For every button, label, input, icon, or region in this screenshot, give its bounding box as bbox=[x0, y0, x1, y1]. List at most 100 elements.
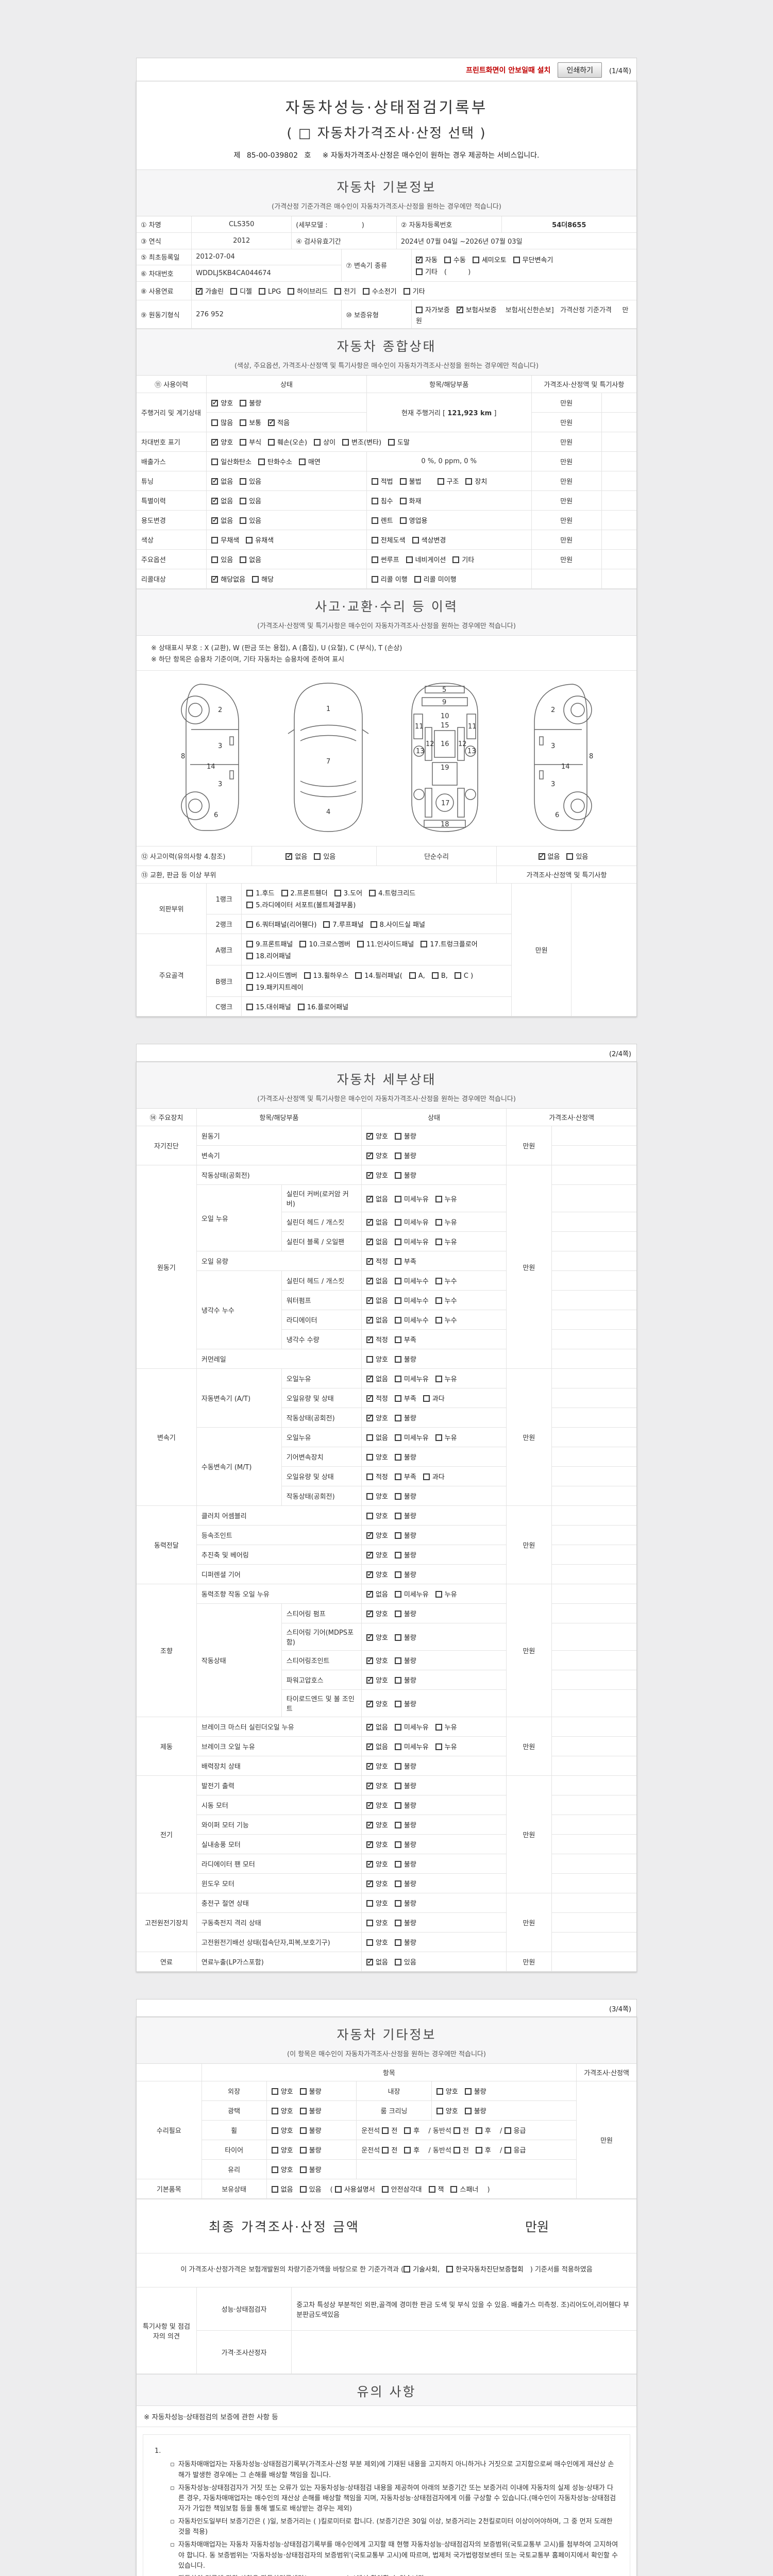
checkbox-option[interactable]: 있음 bbox=[240, 515, 261, 525]
unchecked-checkbox-icon[interactable] bbox=[394, 1920, 401, 1926]
checkbox-option[interactable]: 기타 bbox=[415, 266, 438, 276]
unchecked-checkbox-icon[interactable] bbox=[366, 1356, 373, 1363]
checkbox-option[interactable]: 불량 bbox=[299, 2145, 322, 2155]
checkbox-option[interactable]: 없음 bbox=[366, 1217, 388, 1227]
checkbox-option[interactable]: 4.트렁크리드 bbox=[369, 888, 415, 897]
unchecked-checkbox-icon[interactable] bbox=[394, 1395, 401, 1402]
checkbox-option[interactable]: 없음 bbox=[211, 515, 233, 525]
checkbox-option[interactable]: 불법 bbox=[399, 476, 422, 486]
checkbox-option[interactable]: 변조(변타) bbox=[342, 437, 381, 447]
unchecked-checkbox-icon[interactable] bbox=[271, 2127, 278, 2134]
unchecked-checkbox-icon[interactable] bbox=[513, 256, 520, 263]
checked-checkbox-icon[interactable] bbox=[366, 1295, 374, 1304]
unchecked-checkbox-icon[interactable] bbox=[366, 1920, 373, 1926]
unchecked-checkbox-icon[interactable] bbox=[428, 2186, 435, 2193]
unchecked-checkbox-icon[interactable] bbox=[453, 2147, 460, 2154]
checkbox-option[interactable]: 없음 bbox=[285, 851, 307, 861]
checked-checkbox-icon[interactable] bbox=[366, 1569, 374, 1579]
checkbox-option[interactable]: 안전삼각대 bbox=[381, 2184, 422, 2194]
checkbox-option[interactable]: 유채색 bbox=[246, 535, 274, 545]
checkbox-option[interactable]: 하이브리드 bbox=[288, 286, 328, 296]
unchecked-checkbox-icon[interactable] bbox=[566, 853, 574, 860]
checkbox-option[interactable]: LPG bbox=[259, 288, 281, 296]
unchecked-checkbox-icon[interactable] bbox=[299, 2147, 307, 2154]
checkbox-option[interactable]: 누유 bbox=[435, 1741, 457, 1751]
checkbox-option[interactable]: 리콜 미이행 bbox=[414, 574, 457, 584]
checked-checkbox-icon[interactable] bbox=[366, 1741, 374, 1751]
checkbox-option[interactable]: 렌트 bbox=[371, 515, 393, 525]
unchecked-checkbox-icon[interactable] bbox=[366, 1434, 373, 1441]
checkbox-option[interactable]: 10.크로스멤버 bbox=[299, 939, 350, 948]
unchecked-checkbox-icon[interactable] bbox=[453, 2127, 460, 2134]
unchecked-checkbox-icon[interactable] bbox=[435, 1317, 442, 1324]
checkbox-option[interactable]: 누유 bbox=[435, 1217, 457, 1227]
unchecked-checkbox-icon[interactable] bbox=[357, 941, 364, 947]
unchecked-checkbox-icon[interactable] bbox=[446, 2266, 453, 2273]
checked-checkbox-icon[interactable] bbox=[366, 1256, 374, 1265]
checkbox-option[interactable]: 미세누유 bbox=[394, 1374, 429, 1383]
unchecked-checkbox-icon[interactable] bbox=[394, 1133, 401, 1140]
checked-checkbox-icon[interactable] bbox=[366, 1699, 374, 1708]
unchecked-checkbox-icon[interactable] bbox=[394, 1841, 401, 1848]
unchecked-checkbox-icon[interactable] bbox=[394, 1677, 401, 1684]
unchecked-checkbox-icon[interactable] bbox=[211, 419, 219, 426]
checkbox-option[interactable]: 훼손(오손) bbox=[268, 437, 307, 447]
checkbox-option[interactable]: 전 bbox=[382, 2125, 397, 2135]
unchecked-checkbox-icon[interactable] bbox=[394, 1219, 401, 1226]
unchecked-checkbox-icon[interactable] bbox=[394, 1591, 401, 1598]
unchecked-checkbox-icon[interactable] bbox=[394, 1434, 401, 1441]
unchecked-checkbox-icon[interactable] bbox=[394, 1239, 401, 1245]
checkbox-option[interactable]: 15.대쉬패널 bbox=[246, 1002, 291, 1011]
checkbox-option[interactable]: 과다 bbox=[423, 1471, 445, 1481]
checkbox-option[interactable]: 무채색 bbox=[211, 535, 239, 545]
unchecked-checkbox-icon[interactable] bbox=[394, 1822, 401, 1828]
checked-checkbox-icon[interactable] bbox=[285, 851, 293, 860]
checkbox-option[interactable]: 상이 bbox=[314, 437, 335, 447]
unchecked-checkbox-icon[interactable] bbox=[394, 1473, 401, 1480]
checkbox-option[interactable]: 색상변경 bbox=[412, 535, 446, 545]
checkbox-option[interactable]: 불량 bbox=[394, 1839, 416, 1849]
unchecked-checkbox-icon[interactable] bbox=[299, 2186, 307, 2193]
unchecked-checkbox-icon[interactable] bbox=[394, 1861, 401, 1868]
checkbox-option[interactable]: 양호 bbox=[366, 1898, 388, 1908]
checkbox-option[interactable]: 적법 bbox=[371, 476, 393, 486]
checkbox-option[interactable]: 불량 bbox=[394, 1452, 416, 1462]
checked-checkbox-icon[interactable] bbox=[366, 1839, 374, 1849]
checkbox-option[interactable]: 전 bbox=[453, 2145, 469, 2155]
unchecked-checkbox-icon[interactable] bbox=[355, 972, 362, 979]
checkbox-option[interactable]: 양호 bbox=[366, 1452, 388, 1462]
unchecked-checkbox-icon[interactable] bbox=[259, 288, 265, 295]
checkbox-option[interactable]: 불량 bbox=[394, 1918, 416, 1927]
checkbox-option[interactable]: 없음 bbox=[538, 851, 560, 861]
checkbox-option[interactable]: 있음 bbox=[299, 2184, 322, 2194]
checkbox-option[interactable]: 적음 bbox=[268, 417, 290, 427]
unchecked-checkbox-icon[interactable] bbox=[394, 1317, 401, 1324]
checkbox-option[interactable]: 불량 bbox=[394, 1675, 416, 1685]
checked-checkbox-icon[interactable] bbox=[366, 1957, 374, 1966]
checkbox-option[interactable]: 미세누유 bbox=[394, 1432, 429, 1442]
checkbox-option[interactable]: 18.리어패널 bbox=[246, 951, 291, 960]
unchecked-checkbox-icon[interactable] bbox=[435, 1195, 442, 1202]
unchecked-checkbox-icon[interactable] bbox=[403, 288, 410, 295]
unchecked-checkbox-icon[interactable] bbox=[381, 2186, 389, 2193]
checkbox-option[interactable]: 2.프론트휀더 bbox=[281, 888, 328, 897]
checkbox-option[interactable]: 양호 bbox=[366, 1655, 388, 1665]
unchecked-checkbox-icon[interactable] bbox=[399, 478, 407, 485]
unchecked-checkbox-icon[interactable] bbox=[435, 1376, 442, 1382]
checkbox-option[interactable]: 누유 bbox=[435, 1194, 457, 1204]
unchecked-checkbox-icon[interactable] bbox=[394, 1415, 401, 1421]
checked-checkbox-icon[interactable] bbox=[211, 496, 219, 505]
checked-checkbox-icon[interactable] bbox=[538, 851, 545, 860]
checkbox-option[interactable]: 5.라디에이터 서포트(볼트체결부품) bbox=[246, 900, 356, 909]
checkbox-option[interactable]: 가솔린 bbox=[196, 286, 224, 296]
checkbox-option[interactable]: A, bbox=[409, 972, 425, 980]
checked-checkbox-icon[interactable] bbox=[366, 1761, 374, 1770]
checkbox-option[interactable]: 17.트렁크플로어 bbox=[421, 939, 478, 948]
unchecked-checkbox-icon[interactable] bbox=[211, 537, 219, 544]
checkbox-option[interactable]: 불량 bbox=[464, 2106, 486, 2115]
checkbox-option[interactable]: 양호 bbox=[271, 2106, 293, 2115]
checked-checkbox-icon[interactable] bbox=[366, 1276, 374, 1285]
checked-checkbox-icon[interactable] bbox=[366, 1334, 374, 1344]
unchecked-checkbox-icon[interactable] bbox=[394, 1376, 401, 1382]
unchecked-checkbox-icon[interactable] bbox=[388, 439, 395, 446]
